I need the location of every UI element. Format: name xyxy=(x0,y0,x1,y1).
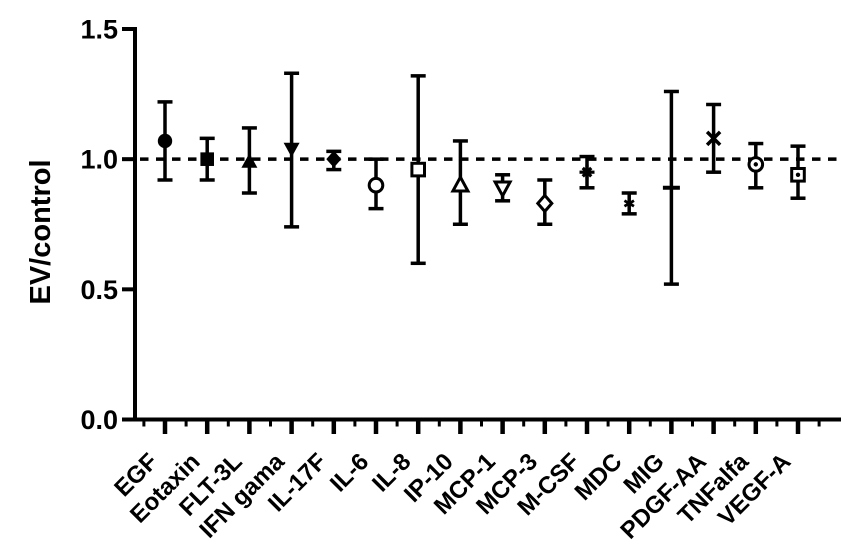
marker-star-filled-icon xyxy=(579,164,595,180)
marker-star-small-icon xyxy=(623,197,635,209)
y-tick-label: 1.0 xyxy=(80,145,118,175)
data-point-flt-3l xyxy=(241,126,258,195)
y-axis-title: EV/control xyxy=(25,159,57,304)
marker-triangle-up-filled-icon xyxy=(241,153,258,168)
marker-circle-filled-icon xyxy=(157,133,173,149)
marker-diamond-open-icon xyxy=(535,193,554,214)
marker-square-open-icon xyxy=(410,161,426,178)
data-point-tnfalfa xyxy=(747,141,765,190)
x-tick-label: MDC xyxy=(570,448,628,506)
data-point-eotaxin xyxy=(199,136,215,182)
star-center xyxy=(584,169,590,176)
data-point-egf xyxy=(157,100,173,182)
data-point-il-6 xyxy=(367,157,385,211)
marker-diamond-filled-icon xyxy=(326,150,342,168)
star-center xyxy=(627,201,632,206)
y-tick-label: 0.5 xyxy=(80,275,118,305)
marker-square-dot-icon xyxy=(790,166,806,183)
data-point-il-8 xyxy=(410,74,426,266)
data-point-vegf-a xyxy=(790,144,806,200)
marker-triangle-down-open-icon xyxy=(492,180,513,199)
marker-square-filled-icon xyxy=(200,152,214,166)
center-dot xyxy=(795,172,801,177)
data-point-il-17f xyxy=(326,149,342,172)
data-point-m-csf xyxy=(579,154,595,190)
y-tick-label: 0.0 xyxy=(80,405,118,435)
data-point-mcp-3 xyxy=(535,178,554,226)
x-stroke xyxy=(705,130,722,147)
data-point-mig xyxy=(662,89,680,286)
data-point-ifn-gama xyxy=(283,71,300,229)
marker-triangle-down-filled-icon xyxy=(283,142,300,158)
marker-triangle-up-open-icon xyxy=(450,174,471,193)
center-dot xyxy=(753,162,758,167)
data-point-pdgf-aa xyxy=(705,102,722,174)
marker-x-icon xyxy=(705,130,722,147)
marker-circle-open-icon xyxy=(367,176,385,194)
data-point-mcp-1 xyxy=(492,173,513,203)
y-tick-label: 1.5 xyxy=(80,15,118,45)
y-axis: 0.0 0.5 1.0 1.5 xyxy=(80,15,137,435)
marker-circle-dot-icon xyxy=(747,156,765,173)
x-tick-label: IL-6 xyxy=(325,448,374,497)
data-point-ip-10 xyxy=(450,139,471,226)
data-point-mdc xyxy=(621,191,637,216)
